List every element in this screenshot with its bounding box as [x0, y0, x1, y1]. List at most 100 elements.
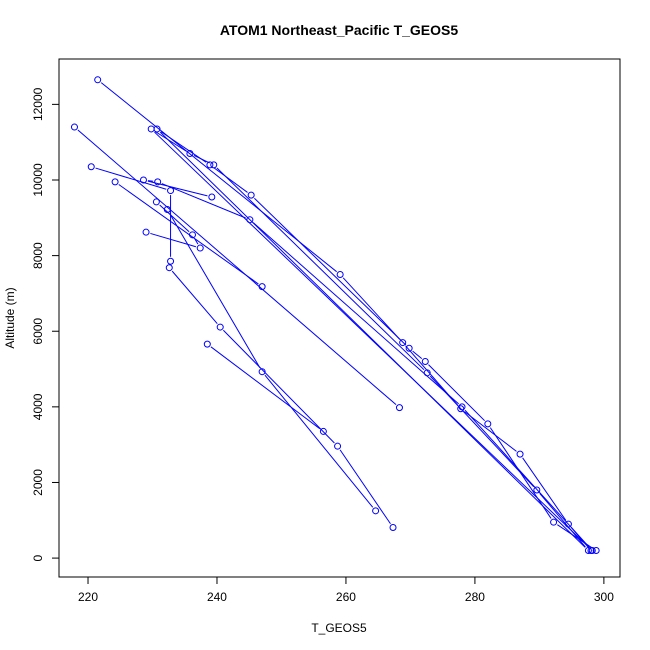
data-point — [372, 507, 380, 515]
x-tick-label: 280 — [465, 590, 485, 604]
series-segment — [147, 180, 154, 182]
data-point — [258, 283, 266, 291]
y-axis-label: Altitude (m) — [3, 287, 17, 348]
y-tick-label: 2000 — [31, 469, 45, 496]
series-segment — [463, 411, 517, 452]
data-point — [196, 244, 204, 252]
data-point — [94, 76, 102, 84]
data-point — [216, 323, 224, 331]
series-2 — [70, 123, 403, 412]
data-point — [246, 216, 254, 224]
data-point — [208, 193, 216, 201]
x-axis-label: T_GEOS5 — [311, 621, 367, 635]
data-point — [423, 369, 431, 377]
data-point — [405, 344, 413, 352]
data-point — [319, 427, 327, 435]
series-segment — [154, 131, 590, 548]
data-point — [258, 368, 266, 376]
x-tick-label: 220 — [78, 590, 98, 604]
y-tick-label: 4000 — [31, 393, 45, 420]
series-segment — [539, 493, 586, 548]
series-7 — [163, 205, 380, 515]
data-point — [421, 357, 429, 365]
series-1 — [94, 76, 600, 555]
data-point — [210, 161, 218, 169]
plot-series — [70, 76, 600, 555]
series-segment — [77, 129, 397, 406]
data-point — [336, 271, 344, 279]
data-point — [584, 547, 592, 555]
series-4 — [111, 178, 266, 291]
series-6 — [165, 264, 397, 531]
series-segment — [412, 350, 423, 360]
series-segment — [342, 277, 401, 340]
data-point — [186, 150, 194, 158]
series-segment — [169, 213, 261, 369]
data-point — [165, 264, 173, 272]
series-segment — [159, 131, 586, 548]
series-segment — [213, 167, 248, 193]
y-axis: 0 2000 4000 6000 8000 10000 12000 — [31, 87, 60, 561]
y-tick-label: 10000 — [31, 163, 45, 197]
data-point — [457, 405, 465, 413]
series-segment — [339, 449, 391, 525]
data-point — [147, 125, 155, 133]
data-point — [592, 547, 600, 555]
data-point — [139, 176, 147, 184]
series-8 — [203, 340, 327, 435]
data-point — [154, 178, 162, 186]
x-tick-label: 260 — [336, 590, 356, 604]
y-tick-label: 0 — [31, 554, 45, 561]
y-tick-label: 8000 — [31, 242, 45, 269]
series-segment — [193, 155, 210, 164]
series-segment — [95, 167, 167, 190]
series-segment — [254, 197, 407, 346]
data-point — [167, 187, 175, 195]
series-segment — [161, 183, 246, 219]
data-point — [395, 404, 403, 412]
series-segment — [210, 346, 321, 430]
series-segment — [154, 130, 187, 152]
data-point — [70, 123, 78, 131]
series-segment — [147, 180, 208, 197]
series-3 — [87, 163, 175, 265]
series-segment — [118, 184, 259, 285]
series-segment — [194, 238, 199, 245]
y-tick-label: 6000 — [31, 318, 45, 345]
series-segment — [223, 329, 335, 444]
data-point — [203, 340, 211, 348]
data-point — [550, 518, 558, 526]
data-point — [152, 198, 160, 206]
data-point — [188, 231, 196, 239]
series-segment — [428, 364, 485, 422]
data-point — [334, 442, 342, 450]
data-point — [484, 420, 492, 428]
data-point — [142, 228, 150, 236]
data-point — [206, 161, 214, 169]
data-point — [564, 520, 572, 528]
x-axis: 220 240 260 280 300 — [78, 576, 614, 604]
data-point — [399, 339, 407, 347]
data-point — [87, 163, 95, 171]
series-segment — [264, 374, 374, 508]
data-point — [458, 403, 466, 411]
data-point — [533, 486, 541, 494]
y-tick-label: 12000 — [31, 87, 45, 121]
data-point — [588, 547, 596, 555]
series-segment — [522, 457, 567, 521]
data-point — [247, 191, 255, 199]
data-point — [163, 205, 171, 213]
series-segment — [171, 270, 218, 324]
x-tick-label: 300 — [594, 590, 614, 604]
chart-title: ATOM1 Northeast_Pacific T_GEOS5 — [220, 22, 459, 38]
data-point — [167, 257, 175, 265]
data-point — [111, 178, 119, 186]
data-point — [389, 523, 397, 531]
series-segment — [464, 409, 590, 548]
x-tick-label: 240 — [207, 590, 227, 604]
data-point — [516, 450, 524, 458]
series-segment — [216, 167, 425, 371]
